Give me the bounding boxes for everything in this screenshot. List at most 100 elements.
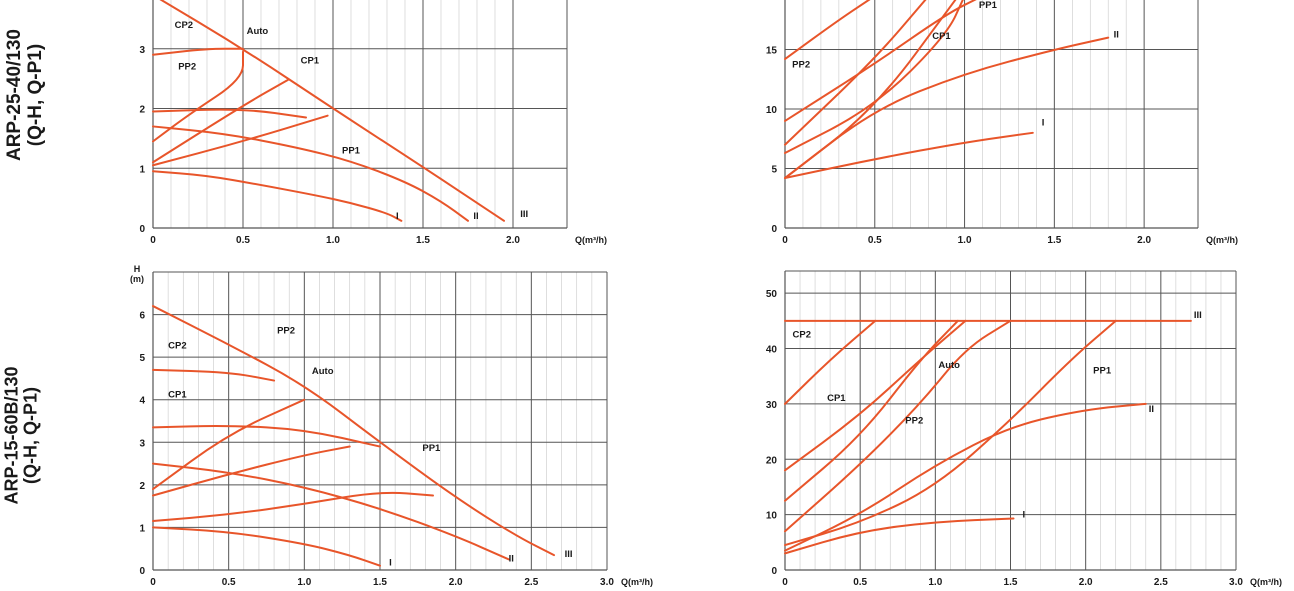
y-tick-label: 2 — [139, 481, 145, 492]
x-tick-label: 0 — [782, 235, 788, 246]
curve-label-iii: III — [520, 209, 528, 220]
x-tick-label: 3.0 — [1229, 577, 1243, 588]
curve-label-i: I — [1042, 118, 1045, 129]
y-tick-label: 10 — [766, 105, 778, 116]
series-line-iii — [159, 0, 505, 222]
curve-label-pp1: PP1 — [342, 145, 361, 156]
curve-label-cp2: CP2 — [793, 329, 811, 340]
x-tick-label: 0 — [150, 235, 156, 246]
series-line-pp1 — [152, 114, 329, 167]
series-line-pp2 — [784, 319, 959, 502]
series-line-i — [784, 517, 1015, 555]
y-tick-label: 30 — [766, 400, 778, 411]
chart-top-right: 00.51.01.52.0Q(m³/h)051015CP2PP1CP1PP2II… — [766, 0, 1238, 246]
y-tick-label: 0 — [139, 566, 145, 577]
series-line-pp2 — [152, 50, 244, 143]
x-tick-label: 2.5 — [524, 577, 538, 588]
series-line-iii — [152, 305, 556, 557]
series-line-cp1 — [152, 108, 307, 119]
curve-label-ii: II — [509, 553, 514, 564]
x-tick-label: 0.5 — [868, 235, 882, 246]
curve-label-cp1: CP1 — [168, 390, 187, 401]
curve-label-cp2: CP2 — [168, 341, 186, 352]
series-line-pp1 — [784, 319, 1117, 547]
curve-label-ii: II — [1114, 30, 1119, 41]
series-line-auto — [784, 319, 1012, 533]
series-line-cp1 — [784, 319, 967, 472]
y-tick-label: 4 — [139, 396, 145, 407]
curve-label-pp1: PP1 — [1093, 365, 1112, 376]
y-tick-label: 3 — [139, 45, 145, 56]
series-line-pp2 — [784, 0, 977, 122]
curve-label-cp2: CP2 — [794, 0, 812, 3]
curve-label-i: I — [389, 558, 392, 569]
series-line-cp1 — [784, 0, 964, 155]
x-tick-label: 0.5 — [236, 235, 250, 246]
x-tick-label: 1.5 — [1047, 235, 1061, 246]
y-tick-label: 1 — [139, 164, 145, 175]
y-tick-label: 1 — [139, 523, 145, 534]
curve-label-pp1: PP1 — [422, 443, 441, 454]
curve-label-iii: III — [1194, 310, 1202, 321]
x-tick-label: 0 — [782, 577, 788, 588]
curve-label-auto: Auto — [247, 26, 269, 37]
x-tick-label: 1.5 — [1004, 577, 1018, 588]
curve-label-auto: Auto — [312, 366, 334, 377]
x-tick-label: 3.0 — [600, 577, 614, 588]
curve-label-cp1: CP1 — [827, 393, 846, 404]
x-tick-label: 1.0 — [326, 235, 340, 246]
y-axis-label: H — [134, 264, 141, 274]
chart-bottom-right: 0 0.5 1.0 1.5 2.0 2.5 3.0 Q(m³/h) 0 10 20 30 40 50 CP2… — [766, 270, 1282, 588]
x-axis-label: Q(m³/h) — [1206, 235, 1238, 245]
series-line-pp2 — [152, 398, 306, 491]
x-tick-label: 2.0 — [506, 235, 520, 246]
x-tick-label: 2.0 — [449, 577, 463, 588]
curve-label-pp2: PP2 — [905, 415, 923, 426]
series-line-i — [152, 170, 403, 222]
series-line-i — [784, 131, 1034, 180]
series-line-auto — [784, 0, 927, 146]
series-line-ii — [784, 402, 1147, 552]
series-line-auto — [152, 445, 351, 497]
y-tick-label: 0 — [771, 224, 777, 235]
curve-label-ii: II — [473, 211, 478, 222]
x-tick-label: 1.0 — [928, 577, 942, 588]
y-tick-label: 5 — [139, 353, 145, 364]
curve-label-pp2: PP2 — [277, 326, 295, 337]
y-tick-label: 0 — [771, 566, 777, 577]
curve-label-i: I — [396, 211, 399, 222]
y-axis-label: (m) — [130, 274, 144, 284]
series-line-auto — [152, 78, 289, 164]
series-line-cp2 — [152, 368, 276, 382]
y-tick-label: 2 — [139, 105, 145, 116]
curve-label-cp2: CP2 — [175, 20, 193, 31]
x-tick-label: 1.0 — [958, 235, 972, 246]
series-line-cp2 — [152, 47, 244, 56]
curve-label-pp2: PP2 — [178, 62, 196, 73]
series-line-i — [152, 526, 381, 567]
x-axis-label: Q(m³/h) — [575, 235, 607, 245]
curve-label-cp1: CP1 — [932, 31, 951, 42]
curve-label-auto: Auto — [938, 360, 960, 371]
curve-label-i: I — [1023, 509, 1026, 520]
y-tick-label: 40 — [766, 345, 778, 356]
series-line-cp2 — [784, 319, 877, 405]
series-line-pp1 — [784, 0, 957, 180]
x-tick-label: 1.5 — [416, 235, 430, 246]
curve-label-pp2: PP2 — [792, 59, 810, 70]
curve-label-pp1: PP1 — [979, 0, 998, 11]
x-axis-label: Q(m³/h) — [1250, 577, 1282, 587]
y-tick-label: 0 — [139, 224, 145, 235]
x-tick-label: 2.0 — [1137, 235, 1151, 246]
x-tick-label: 0 — [150, 577, 156, 588]
curve-label-iii: III — [565, 549, 573, 560]
curve-label-cp1: CP1 — [301, 56, 320, 67]
y-tick-label: 6 — [139, 311, 145, 322]
x-tick-label: 0.5 — [222, 577, 236, 588]
chart-top-left: 0 0.5 1.0 1.5 2.0 Q(m³/h) 0 1 2 3 CP2 Auto PP2 CP1 PP1… — [139, 0, 607, 246]
y-tick-label: 3 — [139, 438, 145, 449]
series-line-pp1 — [152, 491, 434, 523]
chart-bottom-left: 0 0.5 1.0 1.5 2.0 2.5 3.0 Q(m³/h) 0 1 2 3 4 5 6 H(m) CP2… — [130, 264, 653, 588]
series-line-cp2 — [784, 0, 871, 61]
series-line-ii — [784, 36, 1110, 180]
